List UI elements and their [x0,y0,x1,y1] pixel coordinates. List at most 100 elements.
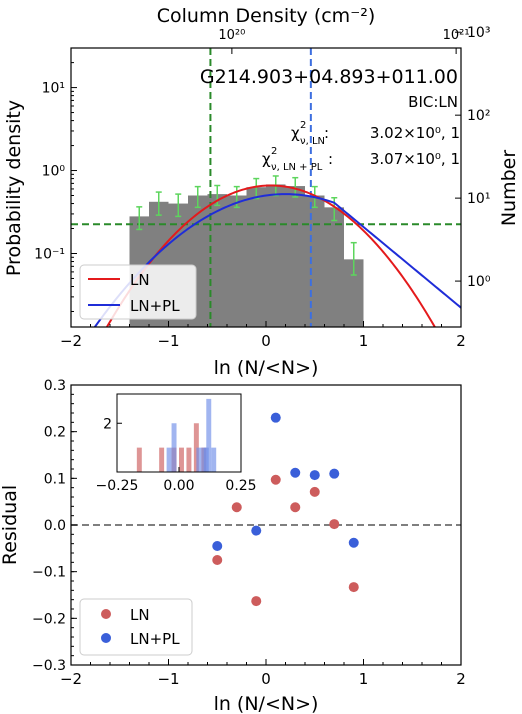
residual-y-tick-label: −0.3 [32,658,66,674]
inset-x-tick-label: −0.25 [96,478,139,494]
ln-residual-point [309,486,320,497]
residual-x-tick-label: 1 [359,670,369,688]
pdf-axes: −2 −1 0 1 2 10²⁰ 10²¹ 10⁻¹ 10⁰ 10¹ 10⁰ 10¹ 10² 10³ [34,25,491,350]
lnpl-residual-point [290,467,301,478]
top-legend: LN LN+PL [79,264,197,320]
histogram-bar [227,195,247,327]
ln-residual-point [251,596,262,607]
ln-residual-point [290,502,301,513]
ln-residual-point [329,519,340,530]
ln-residual-point [212,555,223,565]
chi-lnpl-annotation: χ 2 ν, LN + PL 3.07×10⁰, 1 : [262,146,460,173]
inset-lnpl-bar [206,398,212,472]
residual-x-tick-label: 2 [456,670,466,688]
inset-lnpl-bar [171,423,177,472]
residual-y-label: Residual [0,485,21,565]
ln-residual-point [270,474,281,485]
residual-y-tick-label: 0.3 [44,378,66,394]
right-axis-label: Number [498,150,520,227]
lnpl-residual-point [212,541,223,551]
chi-lnpl-value: 3.07×10⁰, 1 [370,150,460,168]
x-tick-label: 2 [456,332,466,350]
svg-text:2: 2 [300,120,306,131]
pdf-clipped-content [71,48,461,327]
y-tick-label: 10¹ [42,81,65,97]
inset-ln-bar [136,447,142,472]
top-tick-label: 10²¹ [443,28,470,43]
ln-residual-point [348,582,359,593]
pdf-plot-area [71,48,461,327]
top-axis-label: Column Density (cm⁻²) [157,5,376,27]
inset-lnpl-bar [196,447,202,472]
chi-ln-annotation: χ 2 ν, LN 3.02×10⁰, 1 : [291,120,460,147]
residual-x-tick-label: −1 [157,670,179,688]
lnpl-residual-point [348,537,359,548]
right-tick-label: 10⁰ [467,274,491,290]
histogram-bar [344,259,364,327]
residual-x-tick-label: 0 [261,670,271,688]
legend-lnpl-label: LN+PL [130,297,180,315]
x-tick-label: 1 [359,332,369,350]
inset-ln-bar [186,447,192,472]
residual-y-tick-label: −0.1 [32,565,66,581]
chi-ln-value: 3.02×10⁰, 1 [370,124,460,142]
lnpl-residual-point [329,468,340,479]
svg-text:2: 2 [271,146,277,157]
residual-axes: −2 −1 0 1 2 −0.3 −0.2 −0.1 0.0 0.1 0.2 0.3 [32,378,466,688]
residual-y-tick-label: 0.2 [44,425,66,441]
inset-ln-bar [179,447,184,472]
inset-x-tick-label: 0.00 [163,478,194,494]
inset-x-tick-label: 0.25 [225,478,256,494]
y-tick-label: 10⁻¹ [34,246,65,262]
source-annotation: G214.903+04.893+011.00 [200,66,458,88]
bottom-axis-label: ln (N/<N>) [214,357,319,379]
svg-text:χ: χ [262,150,271,168]
legend-ln-label: LN [130,271,150,289]
lnpl-residual-point [251,525,262,536]
legend-ln-res-label: LN [130,606,150,624]
svg-text:ν, LN + PL: ν, LN + PL [271,162,323,173]
residual-panel: −2 −1 0 1 2 −0.3 −0.2 −0.1 0.0 0.1 0.2 0.3 ln (N/<N… [0,378,466,714]
lnpl-residual-point [309,470,320,481]
inset-lnpl-bar [211,447,217,472]
x-tick-label: −1 [157,332,179,350]
svg-text::: : [324,124,329,142]
residual-y-tick-label: −0.2 [32,611,66,627]
y-axis-label: Probability density [3,100,25,276]
y-tick-label: 10⁰ [42,164,66,180]
inset-lnpl-bar [166,447,172,472]
histogram-bar [207,194,227,327]
legend-lnpl-res-label: LN+PL [130,630,180,648]
histogram-bar [305,195,325,327]
residual-y-tick-label: 0.0 [44,518,66,534]
right-tick-label: 10² [467,108,490,124]
top-tick-label: 10²⁰ [218,28,245,43]
inset-y-tick-label: 2 [103,416,112,432]
histogram-bar [246,187,266,327]
svg-text:ν, LN: ν, LN [300,136,325,147]
residual-inset: −0.25 0.00 0.25 2 [96,393,257,494]
ln-residual-point [231,502,242,513]
inset-axes: −0.25 0.00 0.25 2 [96,416,257,494]
svg-text:χ: χ [291,124,300,142]
right-tick-label: 10³ [467,25,490,41]
residual-y-tick-label: 0.1 [44,471,66,487]
legend-lnpl-marker [101,633,111,643]
svg-text::: : [328,150,333,168]
bic-annotation: BIC:LN [408,93,458,111]
x-tick-label: −2 [60,332,82,350]
residual-plot-area [71,412,461,607]
x-tick-label: 0 [261,332,271,350]
residual-x-label: ln (N/<N>) [214,693,319,714]
residual-legend: LN LN+PL [79,598,193,656]
inset-bars [136,398,217,472]
right-tick-label: 10¹ [467,191,490,207]
histogram-bar [285,186,305,327]
residual-x-tick-label: −2 [60,670,82,688]
lnpl-residual-point [270,412,281,423]
inset-ln-bar [159,447,165,472]
histogram-bar [324,207,344,327]
legend-ln-marker [101,609,111,619]
histogram-bar [266,184,286,327]
